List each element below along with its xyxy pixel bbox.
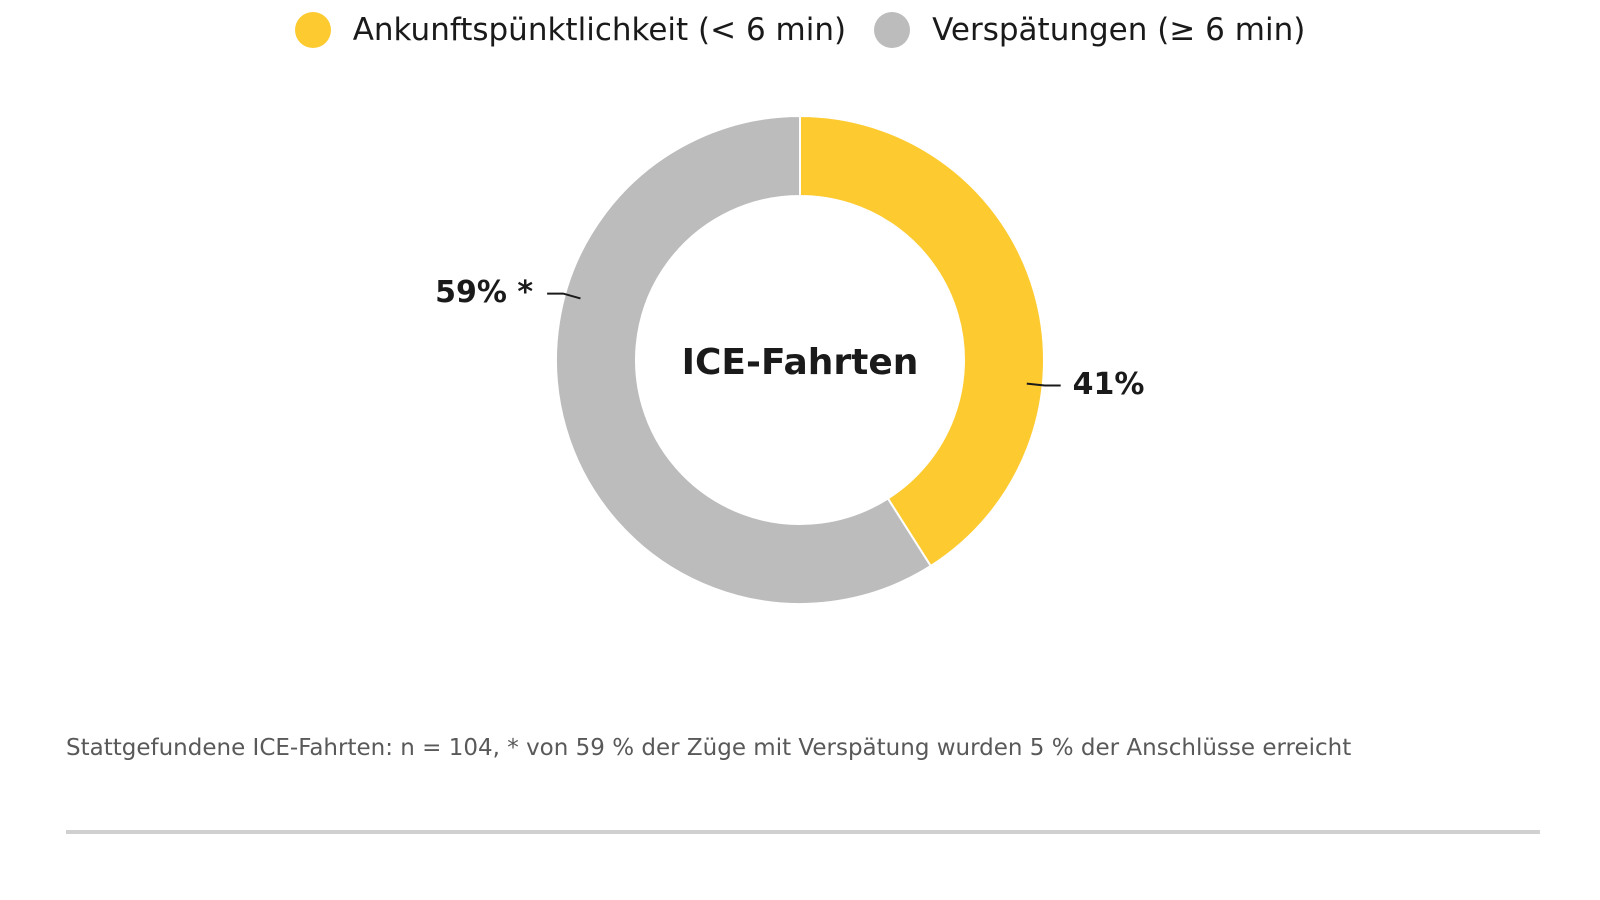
divider xyxy=(66,830,1540,834)
donut-slice-0 xyxy=(799,114,1045,568)
legend-label-delayed: Verspätungen (≥ 6 min) xyxy=(932,12,1306,48)
donut-chart: 41% 59% * ICE-Fahrten xyxy=(435,114,1144,605)
legend-swatch-on-time xyxy=(294,12,331,48)
chart-legend: Ankunftspünktlichkeit (< 6 min) Verspätu… xyxy=(0,8,1600,52)
donut-slice-1 xyxy=(555,114,933,605)
leader-line-0 xyxy=(1026,382,1061,387)
donut-labels: 41% 59% * xyxy=(435,275,1144,402)
slice-label-1: 59% * xyxy=(435,275,533,310)
footnote: Stattgefundene ICE-Fahrten: n = 104, * v… xyxy=(66,735,1352,761)
donut-slices xyxy=(555,114,1045,605)
legend-item-delayed: Verspätungen (≥ 6 min) xyxy=(874,8,1305,52)
center-label: ICE-Fahrten xyxy=(682,342,919,383)
legend-label-on-time: Ankunftspünktlichkeit (< 6 min) xyxy=(352,12,847,48)
legend-swatch-delayed xyxy=(874,12,911,48)
legend-item-on-time: Ankunftspünktlichkeit (< 6 min) xyxy=(294,8,847,52)
slice-label-0: 41% xyxy=(1073,367,1145,402)
leader-line-1 xyxy=(547,292,581,300)
